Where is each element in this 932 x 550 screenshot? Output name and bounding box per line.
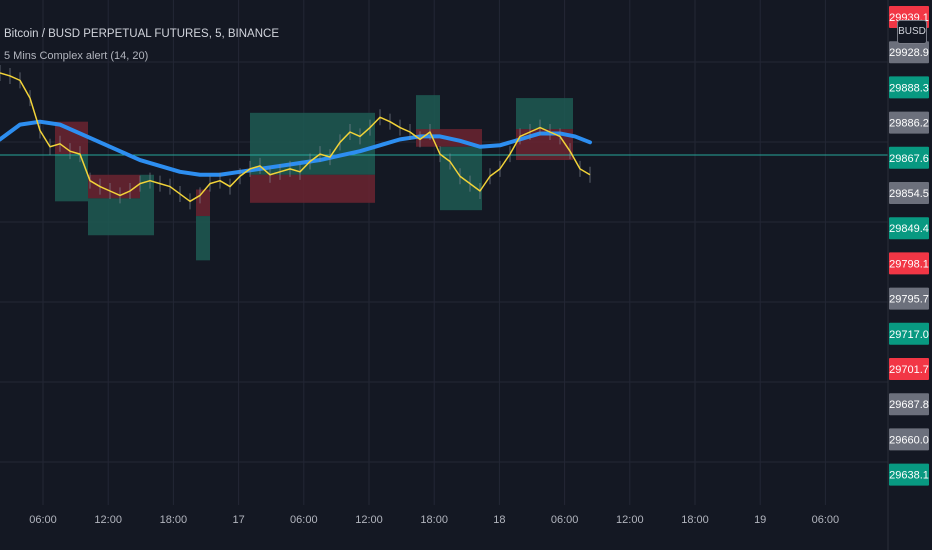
price-tag	[889, 146, 929, 169]
currency-button[interactable]: BUSD	[897, 20, 927, 44]
x-tick-label: 06:00	[812, 514, 840, 526]
price-tag-label: 29717.0	[889, 329, 929, 341]
zone-green	[196, 216, 210, 261]
x-tick-label: 18:00	[681, 514, 709, 526]
ma-line	[0, 119, 592, 177]
x-tick-label: 12:00	[94, 514, 122, 526]
x-tick-label: 19	[754, 514, 766, 526]
x-tick-label: 18	[493, 514, 505, 526]
price-tag-label: 29854.5	[889, 188, 929, 200]
price-tag-label: 29660.0	[889, 434, 929, 446]
zone-green	[140, 174, 154, 236]
price-tag-label: 29849.4	[889, 223, 929, 235]
price-tag-label: 29888.3	[889, 82, 929, 94]
x-tick-label: 18:00	[160, 514, 188, 526]
price-tag-label: 29886.2	[889, 118, 929, 130]
price-tag-label: 29638.1	[889, 470, 929, 482]
price-tag-label: 29701.7	[889, 364, 929, 376]
price-tag	[889, 322, 929, 345]
price-tag-label: 29687.8	[889, 399, 929, 411]
zone-green	[250, 112, 375, 175]
price-tag	[889, 463, 929, 486]
zone-red	[88, 174, 140, 199]
zone-green	[440, 146, 482, 211]
x-tick-label: 06:00	[290, 514, 318, 526]
price-tag	[889, 252, 929, 275]
price-tag-label: 29795.7	[889, 294, 929, 306]
x-tick-label: 18:00	[420, 514, 448, 526]
price-tag	[889, 217, 929, 240]
price-tag	[889, 76, 929, 99]
symbol-title[interactable]: Bitcoin / BUSD PERPETUAL FUTURES, 5, BIN…	[4, 28, 280, 40]
zone-green	[516, 98, 573, 130]
price-tag-label: 29928.9	[889, 47, 929, 59]
price-tag	[889, 41, 929, 64]
price-tag-label: 29798.1	[889, 258, 929, 270]
indicator-label[interactable]: 5 Mins Complex alert (14, 20)	[4, 50, 149, 62]
x-tick-label: 06:00	[29, 514, 57, 526]
price-tag	[889, 358, 929, 380]
price-tag	[889, 182, 929, 204]
zone-red	[250, 174, 375, 203]
price-tag	[889, 393, 929, 416]
x-tick-label: 06:00	[551, 514, 579, 526]
price-tag	[889, 111, 929, 134]
zone-red	[196, 189, 210, 217]
zone-green	[88, 198, 140, 236]
x-tick-label: 12:00	[616, 514, 644, 526]
zone-green	[416, 95, 440, 135]
x-tick-label: 12:00	[355, 514, 383, 526]
price-tag	[889, 287, 929, 310]
price-tag-label: 29867.6	[889, 153, 929, 165]
price-tag	[889, 428, 929, 451]
x-tick-label: 17	[232, 514, 244, 526]
fast-line	[0, 72, 591, 203]
